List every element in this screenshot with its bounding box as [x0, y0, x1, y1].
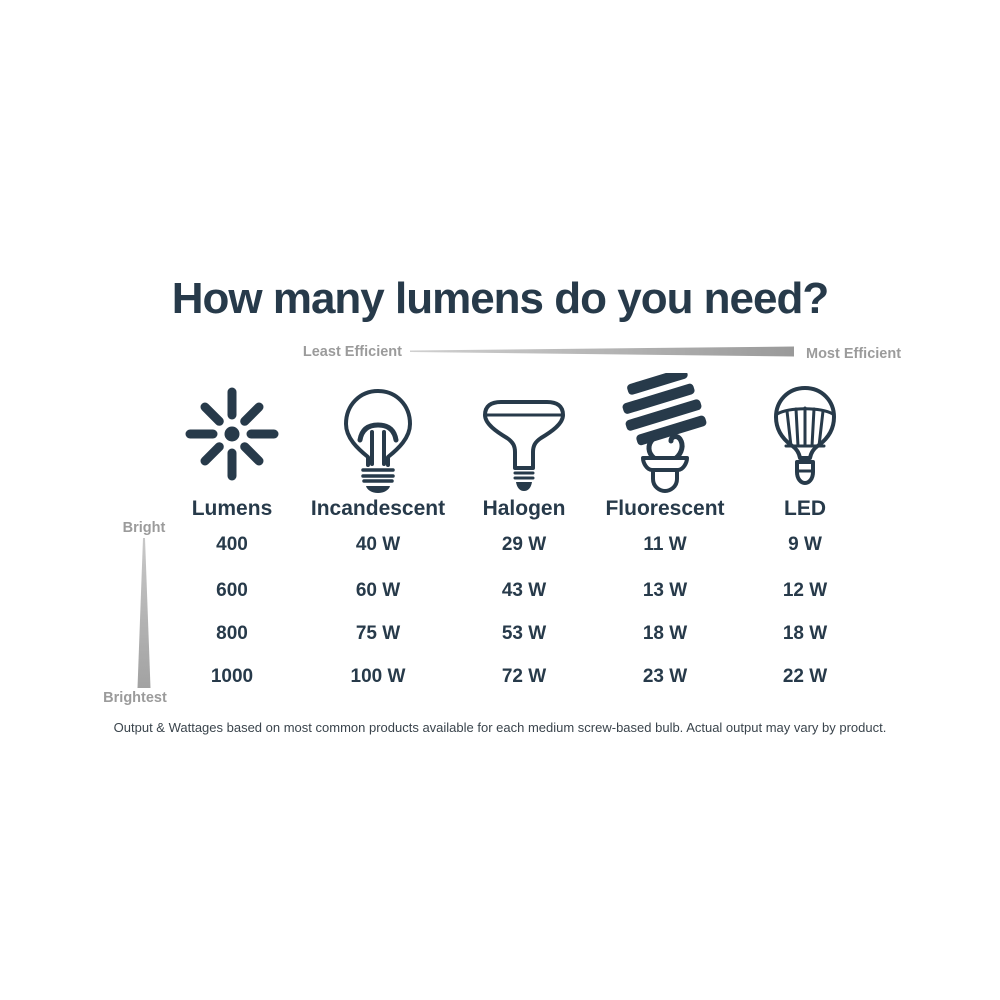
table-cell-incandescent-600: 60 W [355, 580, 401, 601]
brightness-bottom-label: Brightest [103, 690, 167, 706]
column-header-halogen: Halogen [482, 497, 566, 520]
brightness-wedge-icon [135, 538, 153, 688]
efficiency-left-label: Least Efficient [302, 344, 402, 360]
footnote: Output & Wattages based on most common p… [113, 720, 887, 735]
incandescent-bulb-icon [326, 380, 430, 494]
column-header-fluorescent: Fluorescent [605, 497, 725, 520]
column-header-lumens: Lumens [191, 497, 273, 520]
page-title: How many lumens do you need? [171, 274, 830, 323]
brightness-top-label: Bright [122, 520, 166, 536]
table-cell-led-800: 18 W [782, 623, 828, 644]
table-cell-fluorescent-1000: 23 W [642, 666, 688, 687]
table-cell-incandescent-800: 75 W [355, 623, 401, 644]
table-cell-halogen-400: 29 W [501, 534, 547, 555]
led-bulb-icon [755, 382, 855, 494]
table-cell-led-400: 9 W [788, 534, 822, 555]
light-rays-icon [182, 384, 282, 484]
table-cell-fluorescent-800: 18 W [642, 623, 688, 644]
table-cell-incandescent-1000: 100 W [350, 666, 406, 687]
table-cell-led-1000: 22 W [782, 666, 828, 687]
table-cell-halogen-800: 53 W [501, 623, 547, 644]
table-cell-lumens-800: 800 [216, 623, 248, 644]
column-header-led: LED [784, 497, 826, 520]
halogen-bulb-icon [471, 392, 577, 494]
efficiency-gradient-bar-icon [410, 346, 794, 358]
fluorescent-bulb-icon [610, 373, 720, 495]
table-cell-lumens-600: 600 [216, 580, 248, 601]
table-cell-incandescent-400: 40 W [355, 534, 401, 555]
column-header-incandescent: Incandescent [310, 497, 446, 520]
efficiency-right-label: Most Efficient [806, 346, 902, 362]
table-cell-led-600: 12 W [782, 580, 828, 601]
table-cell-fluorescent-400: 11 W [643, 534, 687, 555]
table-cell-fluorescent-600: 13 W [642, 580, 688, 601]
table-cell-halogen-1000: 72 W [501, 666, 547, 687]
table-cell-lumens-1000: 1000 [210, 666, 254, 687]
table-cell-halogen-600: 43 W [501, 580, 547, 601]
table-cell-lumens-400: 400 [216, 534, 248, 555]
